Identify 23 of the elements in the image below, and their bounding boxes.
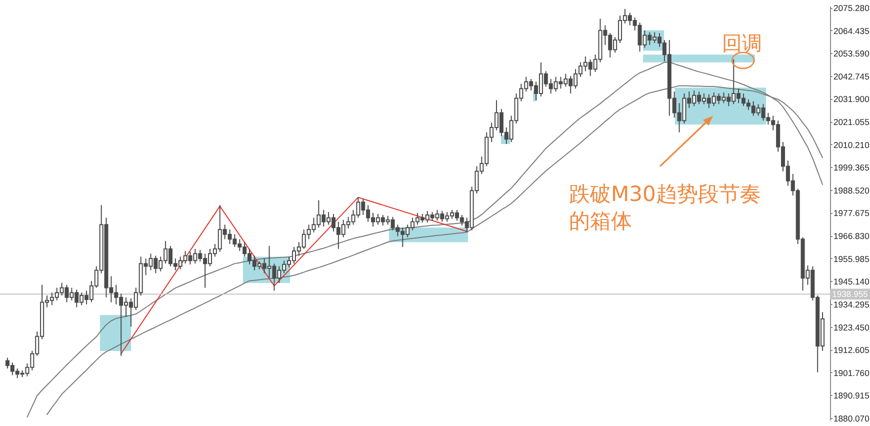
y-tick-label: 2075.280: [834, 3, 870, 14]
y-tick-label: 2053.590: [834, 48, 870, 59]
y-tick-label: 2021.055: [834, 117, 870, 128]
y-tick-label: 1955.985: [834, 254, 870, 264]
y-tick-label: 1988.520: [834, 185, 870, 196]
y-tick-label: 1923.450: [834, 322, 870, 332]
y-tick-label: 2010.210: [834, 140, 870, 150]
y-tick-label: 2042.745: [834, 71, 870, 82]
y-tick-label: 1977.675: [834, 208, 870, 218]
y-tick-label: 1999.365: [834, 162, 870, 173]
y-tick-label: 1890.915: [834, 390, 870, 401]
y-tick-label: 1966.830: [834, 231, 870, 242]
y-tick-label: 1912.605: [834, 345, 870, 356]
y-tick-label: 1945.140: [834, 276, 870, 287]
annotation: 跌破M30趋势段节奏的箱体: [569, 180, 762, 236]
y-tick-label: 1880.070: [834, 413, 870, 424]
line-series: [120, 196, 468, 354]
ref-line-label: 1938.955: [832, 289, 868, 300]
y-tick-label: 1901.760: [834, 368, 870, 378]
annotation: 回调: [722, 30, 762, 56]
y-tick-label: 1934.295: [834, 299, 870, 310]
y-tick-label: 2031.900: [834, 94, 870, 104]
y-tick-label: 2064.435: [834, 26, 870, 36]
